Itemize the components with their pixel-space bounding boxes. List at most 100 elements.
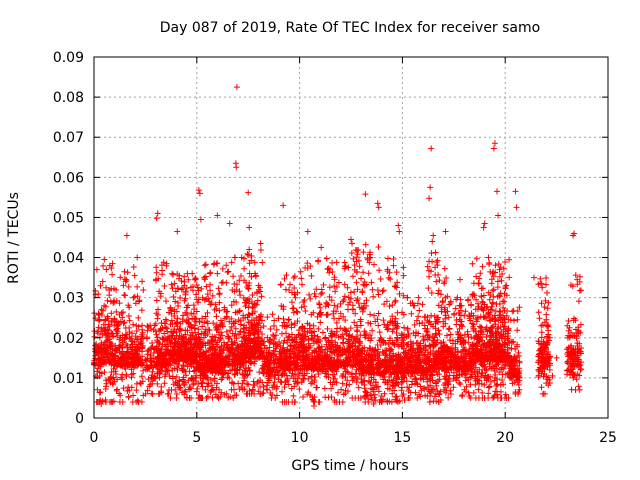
data-point — [173, 373, 180, 380]
data-point — [307, 342, 314, 349]
data-point — [278, 349, 285, 356]
data-point — [163, 338, 170, 345]
data-point — [270, 322, 277, 329]
data-point — [264, 314, 271, 321]
data-point — [233, 281, 240, 288]
data-point — [364, 255, 371, 262]
data-point — [463, 383, 470, 390]
data-point — [201, 297, 208, 304]
data-point — [183, 394, 190, 401]
data-point — [116, 311, 123, 318]
data-point — [339, 339, 346, 346]
data-point — [286, 367, 293, 374]
data-point — [214, 326, 221, 333]
data-point — [181, 356, 188, 363]
data-point — [197, 339, 204, 346]
data-point — [126, 317, 133, 324]
data-point — [216, 290, 223, 297]
data-point — [308, 272, 315, 279]
data-point — [163, 298, 170, 305]
data-point — [375, 383, 382, 390]
data-point — [405, 394, 412, 401]
data-point — [325, 265, 332, 272]
data-point — [201, 262, 208, 269]
data-point — [226, 349, 233, 356]
data-point — [477, 270, 484, 277]
data-point — [266, 368, 273, 375]
data-point — [408, 381, 415, 388]
data-point — [99, 331, 106, 338]
data-point — [182, 331, 189, 338]
data-point — [269, 384, 276, 391]
data-point — [353, 379, 360, 386]
data-point — [181, 389, 188, 396]
data-point — [441, 342, 448, 349]
data-point — [171, 306, 178, 313]
data-point — [335, 279, 342, 286]
data-point — [260, 355, 267, 362]
data-point — [208, 382, 215, 389]
data-point — [506, 274, 513, 281]
data-point — [325, 374, 332, 381]
data-point — [358, 365, 365, 372]
data-point — [153, 269, 160, 276]
data-point — [502, 283, 509, 290]
data-point — [398, 369, 405, 376]
data-point — [432, 249, 439, 256]
data-point — [416, 342, 423, 349]
data-point — [321, 335, 328, 342]
data-point — [372, 346, 379, 353]
data-point — [363, 297, 370, 304]
data-point — [190, 380, 197, 387]
data-point — [203, 283, 210, 290]
data-point — [300, 332, 307, 339]
data-point — [264, 379, 271, 386]
data-point — [456, 325, 463, 332]
data-point — [424, 331, 431, 338]
data-point — [316, 310, 323, 317]
data-point — [214, 365, 221, 372]
data-point — [290, 354, 297, 361]
data-point — [283, 272, 290, 279]
data-point — [258, 350, 265, 357]
data-point — [352, 339, 359, 346]
data-point — [416, 391, 423, 398]
data-point — [294, 379, 301, 386]
data-point — [246, 327, 253, 334]
data-point — [348, 334, 355, 341]
data-point — [473, 273, 480, 280]
data-point — [102, 327, 109, 334]
data-point — [437, 340, 444, 347]
data-point — [294, 318, 301, 325]
data-point — [118, 350, 125, 357]
data-point — [360, 249, 367, 256]
data-point — [287, 343, 294, 350]
data-point — [231, 371, 238, 378]
data-point — [179, 285, 186, 292]
data-point — [234, 351, 241, 358]
data-point — [229, 330, 236, 337]
data-point — [296, 386, 303, 393]
data-point — [201, 319, 208, 326]
data-point — [373, 384, 380, 391]
data-point — [131, 339, 138, 346]
data-point — [316, 301, 323, 308]
data-point — [158, 388, 165, 395]
data-point — [247, 355, 254, 362]
data-point — [208, 300, 215, 307]
data-point — [428, 250, 435, 257]
data-point — [132, 333, 139, 340]
data-point — [424, 263, 431, 270]
data-point — [204, 309, 211, 316]
data-point — [289, 299, 296, 306]
data-point — [371, 312, 378, 319]
data-point — [345, 338, 352, 345]
data-point — [283, 372, 290, 379]
data-point — [326, 269, 333, 276]
data-point — [369, 327, 376, 334]
data-point — [418, 387, 425, 394]
data-point — [162, 368, 169, 375]
data-point — [429, 386, 436, 393]
data-point — [213, 365, 220, 372]
data-point — [197, 352, 204, 359]
